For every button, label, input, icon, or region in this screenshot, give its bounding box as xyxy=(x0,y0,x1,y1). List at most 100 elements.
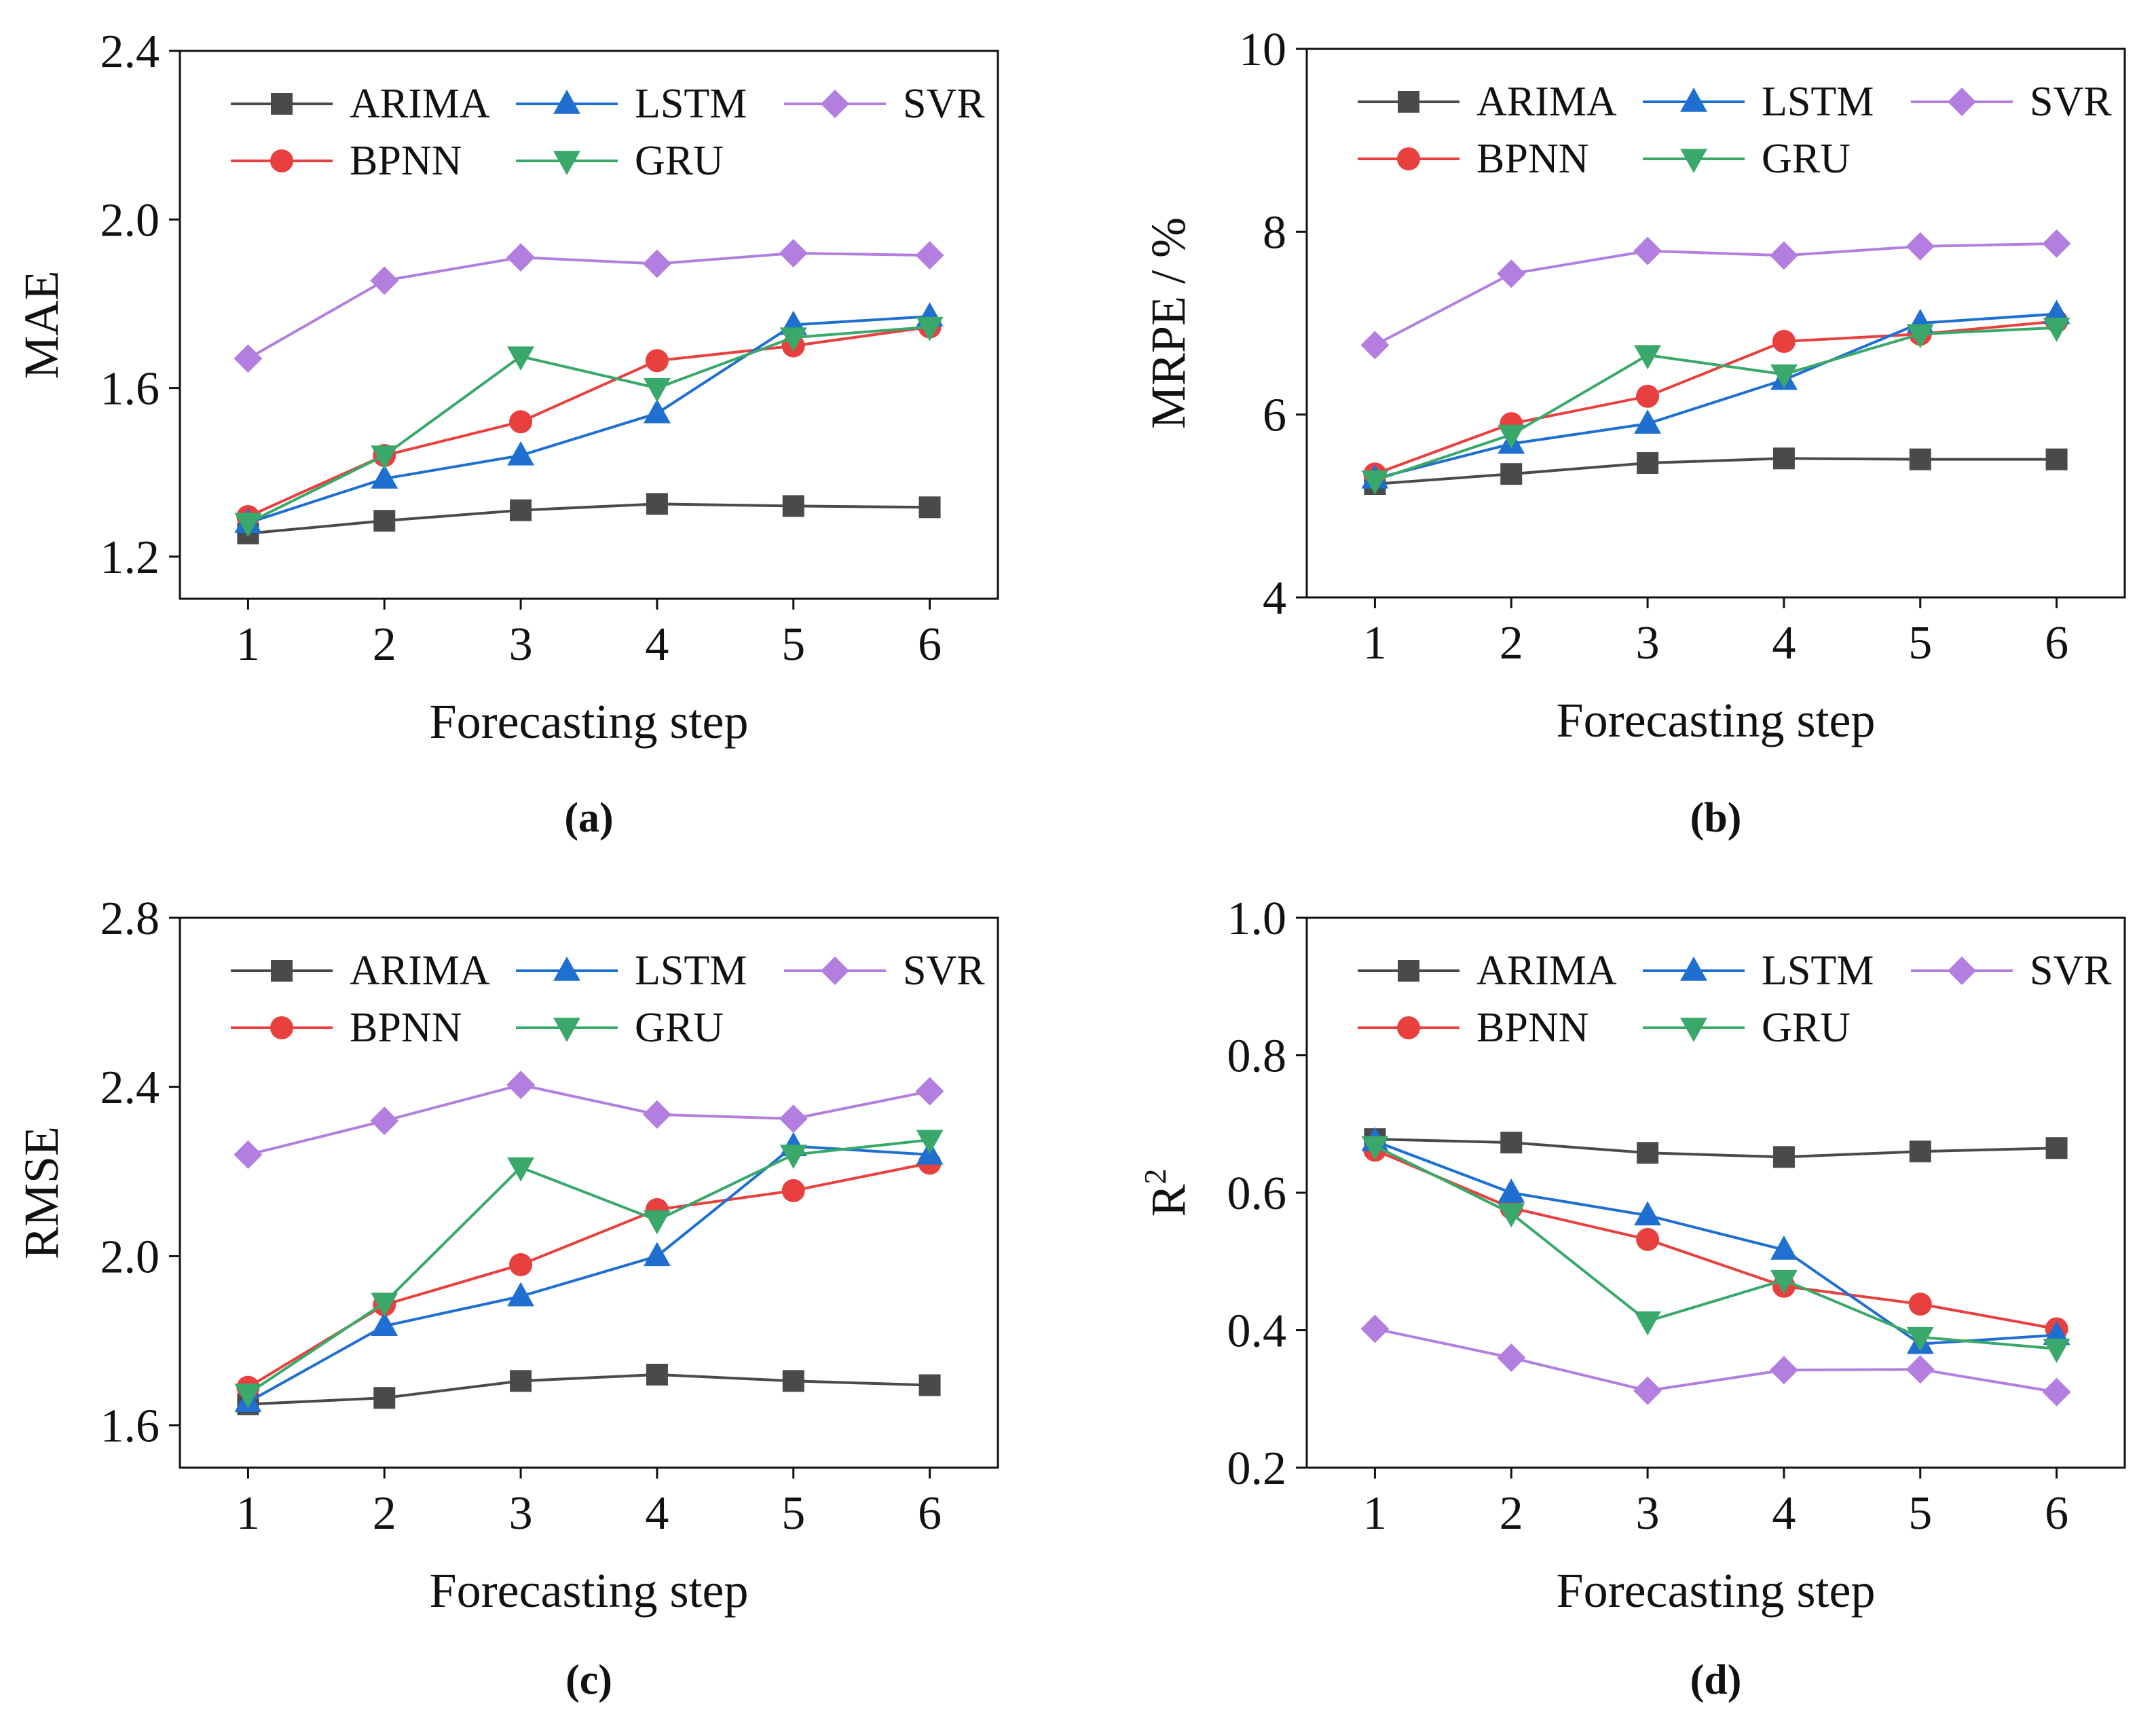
x-tick-label: 6 xyxy=(2045,1487,2068,1540)
data-point-gru xyxy=(507,1157,535,1182)
series-line-bpnn xyxy=(1374,320,2057,476)
legend-label: LSTM xyxy=(1762,79,1874,125)
y-axis-title: R2 xyxy=(1138,1168,1195,1217)
y-axis-title: RMSE xyxy=(14,1126,69,1259)
x-tick-label: 3 xyxy=(509,1487,533,1540)
series-line-svr xyxy=(247,1083,930,1156)
y-axis-title: MAE xyxy=(14,271,69,379)
legend-entry-arima: ARIMA xyxy=(231,81,490,127)
legend-entry-lstm: LSTM xyxy=(1643,79,1874,125)
legend-marker xyxy=(1398,960,1419,982)
y-tick-label: 0.4 xyxy=(1227,1305,1287,1358)
data-point-lstm xyxy=(1498,1178,1525,1203)
data-point-gru xyxy=(371,1293,398,1317)
data-point-gru xyxy=(1498,1203,1525,1228)
legend-entry-lstm: LSTM xyxy=(516,81,747,127)
legend-marker xyxy=(553,151,580,175)
data-point-lstm xyxy=(643,398,671,424)
data-point-bpnn xyxy=(781,1178,805,1202)
x-tick-label: 1 xyxy=(1363,1487,1387,1540)
legend-entry-arima: ARIMA xyxy=(1358,948,1617,994)
series-line-gru xyxy=(1374,1145,2057,1350)
legend-c: ARIMA LSTM SVR BPNN GRU xyxy=(231,948,985,1051)
y-tick-label: 0.6 xyxy=(1227,1168,1287,1220)
data-point-gru xyxy=(507,346,535,371)
y-tick-label: 6 xyxy=(1263,390,1286,442)
x-tick-label: 3 xyxy=(1636,617,1660,669)
legend-entry-arima: ARIMA xyxy=(1358,79,1617,125)
legend-label: LSTM xyxy=(635,948,747,994)
legend-entry-gru: GRU xyxy=(516,1005,724,1051)
series-bpnn xyxy=(236,315,942,528)
legend-label: GRU xyxy=(635,138,724,184)
data-point-lstm xyxy=(1770,1236,1798,1260)
x-tick-label: 1 xyxy=(236,1487,260,1540)
x-axis-title: Forecasting step xyxy=(430,1563,749,1618)
data-point-gru xyxy=(916,1130,944,1155)
legend-label: SVR xyxy=(2030,948,2112,994)
plot-frame-b xyxy=(1305,48,2126,599)
legend-label: BPNN xyxy=(350,1005,462,1051)
data-point-bpnn xyxy=(1636,1227,1660,1251)
data-point-gru xyxy=(1906,1326,1934,1352)
legend-d: ARIMA LSTM SVR BPNN GRU xyxy=(1358,948,2112,1051)
series-line-lstm xyxy=(1374,1140,2057,1345)
x-tick-label: 5 xyxy=(781,618,805,671)
data-point-gru xyxy=(1770,364,1798,389)
data-point-gru xyxy=(1770,1269,1798,1295)
x-tick-label: 2 xyxy=(373,618,396,671)
data-point-svr xyxy=(234,1140,263,1169)
legend-label: ARIMA xyxy=(350,948,490,994)
series-lstm xyxy=(234,1132,944,1413)
x-tick-label: 3 xyxy=(509,618,533,671)
legend-marker xyxy=(821,90,849,118)
series-arima xyxy=(1364,1128,2068,1168)
data-point-svr xyxy=(1360,1314,1390,1343)
data-point-svr xyxy=(506,243,536,272)
data-point-gru xyxy=(1906,324,1934,349)
legend-entry-svr: SVR xyxy=(1911,948,2112,994)
series-line-lstm xyxy=(247,1145,930,1404)
y-tick-label: 2.0 xyxy=(100,194,160,246)
data-point-svr xyxy=(1497,1343,1526,1372)
panel-caption: (a) xyxy=(564,795,613,841)
legend-entry-bpnn: BPNN xyxy=(1358,1005,1588,1051)
legend-entry-gru: GRU xyxy=(1643,136,1851,182)
legend-label: GRU xyxy=(1762,136,1851,182)
data-point-gru xyxy=(1361,1136,1389,1161)
plot-frame-c xyxy=(179,916,999,1469)
legend-label: SVR xyxy=(903,948,985,994)
x-tick-label: 2 xyxy=(1500,617,1523,669)
data-point-lstm xyxy=(371,1312,398,1336)
data-point-arima xyxy=(2045,448,2068,470)
x-axis-title: Forecasting step xyxy=(1557,693,1876,747)
x-axis-title: Forecasting step xyxy=(1557,1563,1876,1618)
series-svr xyxy=(234,1071,944,1169)
legend-label: ARIMA xyxy=(1476,948,1617,994)
x-tick-label: 4 xyxy=(1772,1487,1796,1540)
legend-b: ARIMA LSTM SVR BPNN GRU xyxy=(1358,79,2112,182)
data-point-arima xyxy=(1909,448,1931,470)
data-point-arima xyxy=(1637,1142,1659,1164)
series-lstm xyxy=(234,302,944,533)
data-point-svr xyxy=(915,1077,944,1106)
legend-label: SVR xyxy=(2030,79,2112,125)
series-line-gru xyxy=(247,1138,930,1395)
data-point-svr xyxy=(2042,229,2071,258)
data-point-arima xyxy=(782,495,804,517)
data-point-bpnn xyxy=(1636,384,1660,408)
y-axis-title: MRPE / % xyxy=(1141,217,1195,429)
series-svr xyxy=(234,238,944,373)
y-axis-title-superscript: 2 xyxy=(1138,1168,1172,1184)
x-tick-label: 4 xyxy=(645,1487,669,1540)
data-point-gru xyxy=(779,1145,807,1169)
panel-d: 1 2 3 4 5 6 0.2 0.4 0.6 0.8 1.0 Forecasting step R2 A… xyxy=(1138,893,2126,1703)
series-line-bpnn xyxy=(247,325,930,518)
legend-marker xyxy=(1397,1016,1420,1039)
data-point-lstm xyxy=(371,464,398,489)
data-point-bpnn xyxy=(645,349,669,373)
legend-marker xyxy=(1680,149,1707,173)
legend-label: BPNN xyxy=(1476,136,1588,182)
data-point-arima xyxy=(1500,1132,1523,1154)
legend-entry-lstm: LSTM xyxy=(1643,948,1874,994)
